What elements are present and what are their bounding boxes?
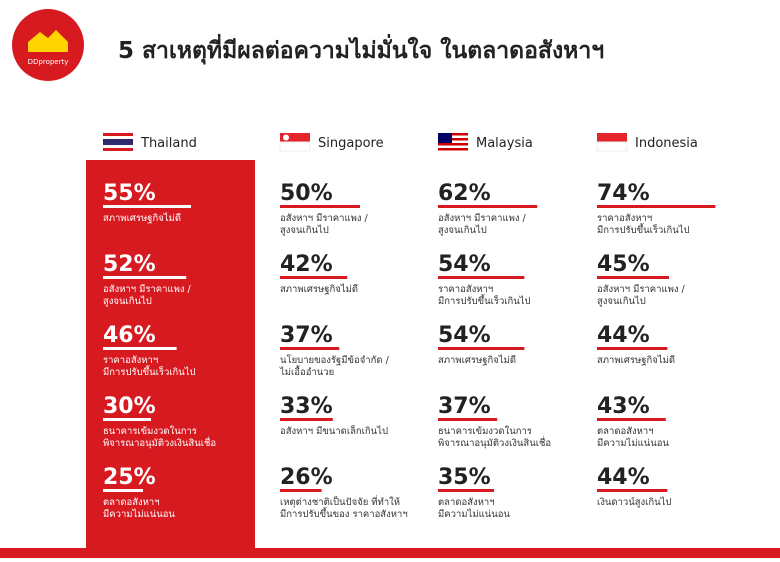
percent: 37%	[280, 323, 333, 348]
reason: มีความไม่แน่นอน	[597, 437, 669, 449]
reason: มีการปรับขึ้นเร็วเกินไป	[438, 294, 531, 307]
percent: 54%	[438, 323, 491, 348]
flag-thailand	[103, 133, 133, 151]
percent-bar	[280, 205, 360, 208]
percent: 33%	[280, 394, 333, 419]
logo-text: DDproperty	[28, 58, 69, 66]
flag-singapore	[279, 133, 311, 152]
percent-bar	[103, 347, 177, 350]
logo-house	[28, 30, 68, 52]
reason: ราคาอสังหาฯ	[103, 355, 158, 366]
reason: อสังหาฯ มีราคาแพง /	[280, 212, 369, 224]
reason: สูงจนเกินไป	[438, 224, 487, 236]
reason: มีความไม่แน่นอน	[438, 508, 510, 520]
percent: 37%	[438, 394, 491, 419]
percent: 26%	[280, 465, 333, 490]
percent-bar	[597, 347, 668, 350]
reason: ตลาดอสังหาฯ	[597, 426, 654, 437]
country-name: Malaysia	[476, 136, 533, 151]
percent-bar	[280, 276, 348, 279]
reason: ตลาดอสังหาฯ	[438, 497, 495, 508]
flag-indonesia	[596, 133, 628, 152]
title: 5 สาเหตุที่มีผลต่อความไม่มั่นใจ ในตลาดอส…	[118, 33, 604, 65]
reason: ธนาคารเข้มงวดในการ	[438, 425, 532, 437]
percent-bar	[103, 205, 191, 208]
percent-bar	[438, 489, 494, 492]
percent-bar	[280, 489, 322, 492]
percent-bar	[438, 276, 525, 279]
percent-bar	[103, 489, 143, 492]
country-name: Indonesia	[635, 136, 698, 151]
percent: 55%	[103, 181, 156, 206]
reason: ธนาคารเข้มงวดในการ	[103, 425, 197, 437]
reason: ราคาอสังหาฯ	[597, 213, 652, 224]
reason: พิจารณาอนุมัติวงเงินสินเชื่อ	[103, 436, 216, 449]
percent: 45%	[597, 252, 650, 277]
percent-bar	[103, 276, 187, 279]
reason: สภาพเศรษฐกิจไม่ดี	[280, 283, 358, 295]
reason: มีการปรับขึ้นของ ราคาอสังหาฯ	[280, 507, 408, 520]
percent: 46%	[103, 323, 156, 348]
percent: 44%	[597, 323, 650, 348]
reason: นโยบายของรัฐมีข้อจำกัด /	[280, 354, 390, 366]
percent-bar	[280, 347, 340, 350]
percent-bar	[280, 418, 333, 421]
percent-bar	[597, 205, 716, 208]
percent: 30%	[103, 394, 156, 419]
percent: 52%	[103, 252, 156, 277]
reason: มีการปรับขึ้นเร็วเกินไป	[597, 223, 690, 236]
reason: พิจารณาอนุมัติวงเงินสินเชื่อ	[438, 436, 551, 449]
reason: มีความไม่แน่นอน	[103, 508, 175, 520]
percent: 74%	[597, 181, 650, 206]
percent-bar	[597, 489, 668, 492]
percent: 35%	[438, 465, 491, 490]
percent: 25%	[103, 465, 156, 490]
reason: สูงจนเกินไป	[597, 295, 646, 307]
country-name: Singapore	[318, 136, 384, 151]
percent-bar	[438, 347, 525, 350]
reason: สูงจนเกินไป	[103, 295, 152, 307]
reason: อสังหาฯ มีราคาแพง /	[597, 283, 686, 295]
percent-bar	[438, 205, 538, 208]
reason: มีการปรับขึ้นเร็วเกินไป	[103, 365, 196, 378]
reason: ไม่เอื้ออำนวย	[279, 365, 334, 378]
percent-bar	[597, 276, 669, 279]
percent-bar	[597, 418, 666, 421]
percent: 62%	[438, 181, 491, 206]
highlight-column	[86, 160, 255, 548]
percent: 50%	[280, 181, 333, 206]
percent: 42%	[280, 252, 333, 277]
reason: สูงจนเกินไป	[280, 224, 329, 236]
reason: ราคาอสังหาฯ	[438, 284, 493, 295]
reason: อสังหาฯ มีราคาแพง /	[438, 212, 527, 224]
percent: 44%	[597, 465, 650, 490]
percent: 54%	[438, 252, 491, 277]
footer-band	[0, 548, 780, 558]
reason: เงินดาวน์สูงเกินไป	[597, 496, 671, 508]
country-name: Thailand	[140, 136, 197, 151]
reason: เหตุต่างชาติเป็นปัจจัย ที่ทำให้	[280, 495, 400, 508]
percent-bar	[438, 418, 498, 421]
reason: สภาพเศรษฐกิจไม่ดี	[438, 354, 516, 366]
reason: ตลาดอสังหาฯ	[103, 497, 160, 508]
reason: อสังหาฯ มีขนาดเล็กเกินไป	[280, 424, 388, 437]
reason: สภาพเศรษฐกิจไม่ดี	[103, 212, 181, 224]
percent-bar	[103, 418, 151, 421]
flag-malaysia	[438, 133, 468, 151]
reason: อสังหาฯ มีราคาแพง /	[103, 283, 192, 295]
reason: สภาพเศรษฐกิจไม่ดี	[597, 354, 675, 366]
percent: 43%	[597, 394, 650, 419]
